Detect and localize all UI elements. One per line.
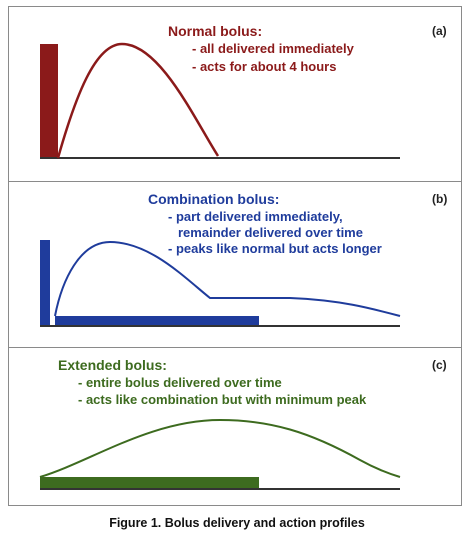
normal-bolus-action-curve xyxy=(56,42,220,159)
panel-a-title: Normal bolus: xyxy=(168,23,263,39)
extended-bolus-action-curve xyxy=(39,418,401,478)
panel-b-line-3: - peaks like normal but acts longer xyxy=(168,241,382,256)
panel-b-title: Combination bolus: xyxy=(148,191,280,207)
combination-bolus-immediate-bar xyxy=(40,240,50,326)
panel-a-tag: (a) xyxy=(432,24,447,38)
panel-a-line-2: - acts for about 4 hours xyxy=(192,59,337,74)
panel-b-line-1: - part delivered immediately, xyxy=(168,209,343,224)
panel-c-tag: (c) xyxy=(432,358,447,372)
figure-frame xyxy=(8,6,462,506)
panel-c-line-1: - entire bolus delivered over time xyxy=(78,375,282,390)
figure-caption: Figure 1. Bolus delivery and action prof… xyxy=(109,516,365,530)
extended-bolus-delivery-bar xyxy=(40,477,259,488)
panel-b-tag: (b) xyxy=(432,192,448,206)
panel-divider-bc xyxy=(8,347,462,348)
normal-bolus-delivery-bar xyxy=(40,44,58,158)
combination-bolus-action-curve xyxy=(54,240,401,317)
combination-bolus-extended-bar xyxy=(55,316,259,325)
panel-c-title: Extended bolus: xyxy=(58,357,167,373)
panel-c-line-2: - acts like combination but with minimum… xyxy=(78,392,367,407)
panel-divider-ab xyxy=(8,181,462,182)
panel-b-line-2: remainder delivered over time xyxy=(178,225,363,240)
panel-a-line-1: - all delivered immediately xyxy=(192,41,354,56)
